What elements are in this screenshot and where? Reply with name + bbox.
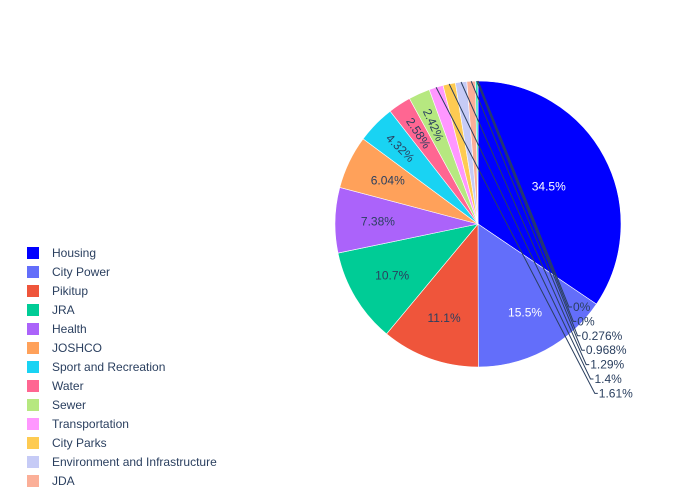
leader-line-environment-and-infrastructure — [460, 81, 590, 366]
legend-swatch — [27, 285, 39, 297]
slice-label-housing: 34.5% — [532, 179, 566, 193]
slice-label-city-power: 15.5% — [508, 305, 542, 319]
leader-line-slice-13 — [476, 80, 581, 337]
legend-label: Sport and Recreation — [52, 360, 165, 374]
pie-slice-jra[interactable] — [337, 223, 479, 335]
slice-label-health: 7.38% — [361, 214, 395, 228]
legend-label: Sewer — [52, 398, 86, 412]
legend-label: Transportation — [52, 417, 129, 431]
legend-swatch — [27, 456, 39, 468]
legend-item-city-power[interactable]: City Power — [27, 265, 110, 279]
legend-swatch — [27, 247, 39, 259]
slice-label-jda: 0.968% — [586, 343, 627, 357]
legend-swatch — [27, 475, 39, 487]
slice-label-joshco: 6.04% — [371, 174, 405, 188]
legend-swatch — [27, 304, 39, 316]
legend-item-jda[interactable]: JDA — [27, 474, 75, 488]
leader-line-city-parks — [448, 83, 594, 380]
pie-outside-labels: 1.61%1.4%1.29%0.968%0.276%0%0% — [435, 80, 633, 400]
legend-item-environment-and-infrastructure[interactable]: Environment and Infrastructure — [27, 455, 217, 469]
legend-label: JRA — [52, 303, 75, 317]
slice-label-slice-14: 0% — [577, 314, 595, 328]
legend-label: Environment and Infrastructure — [52, 455, 217, 469]
legend-item-health[interactable]: Health — [27, 322, 87, 336]
legend-item-sewer[interactable]: Sewer — [27, 398, 86, 412]
legend-swatch — [27, 399, 39, 411]
legend-label: JOSHCO — [52, 341, 102, 355]
legend-swatch — [27, 380, 39, 392]
slice-label-jra: 10.7% — [375, 269, 409, 283]
slice-label-city-parks: 1.4% — [595, 372, 623, 386]
legend-swatch — [27, 437, 39, 449]
leader-line-jda — [470, 80, 585, 351]
legend-label: Housing — [52, 246, 96, 260]
legend-swatch — [27, 323, 39, 335]
slice-label-pikitup: 11.1% — [428, 311, 461, 325]
legend-swatch — [27, 361, 39, 373]
pie-slice-pikitup[interactable] — [386, 223, 479, 368]
legend-swatch — [27, 266, 39, 278]
legend-swatch — [27, 418, 39, 430]
legend-label: JDA — [52, 474, 75, 488]
slice-label-environment-and-infrastructure: 1.29% — [590, 358, 624, 372]
legend: Housing City Power Pikitup JRA Health JOSHCO S… — [27, 246, 217, 488]
slice-label-slice-15: 0% — [573, 300, 591, 314]
legend-label: Health — [52, 322, 87, 336]
legend-item-transportation[interactable]: Transportation — [27, 417, 129, 431]
legend-swatch — [27, 342, 39, 354]
pie-slice-housing[interactable] — [477, 80, 622, 305]
legend-label: Water — [52, 379, 84, 393]
leader-line-slice-15 — [477, 80, 572, 308]
legend-item-city-parks[interactable]: City Parks — [27, 436, 107, 450]
legend-item-pikitup[interactable]: Pikitup — [27, 284, 88, 298]
pie-slice-city-power[interactable] — [477, 223, 597, 368]
legend-item-sport-and-recreation[interactable]: Sport and Recreation — [27, 360, 165, 374]
legend-label: Pikitup — [52, 284, 88, 298]
leader-line-transportation — [435, 87, 598, 394]
legend-label: City Parks — [52, 436, 107, 450]
legend-label: City Power — [52, 265, 110, 279]
slice-label-transportation: 1.61% — [599, 386, 633, 400]
legend-item-joshco[interactable]: JOSHCO — [27, 341, 102, 355]
legend-item-jra[interactable]: JRA — [27, 303, 75, 317]
legend-item-housing[interactable]: Housing — [27, 246, 96, 260]
legend-item-water[interactable]: Water — [27, 379, 84, 393]
slice-label-slice-13: 0.276% — [582, 329, 623, 343]
